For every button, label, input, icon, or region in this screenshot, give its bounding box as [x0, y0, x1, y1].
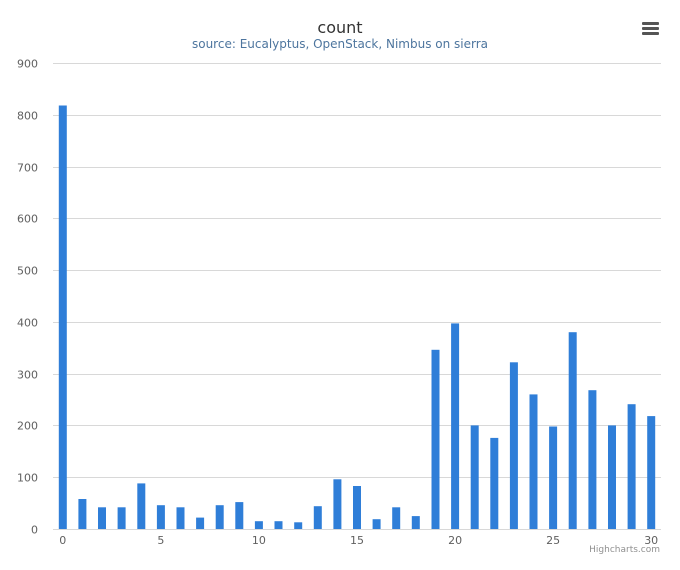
bar[interactable]	[372, 519, 381, 529]
chart-title: count	[317, 18, 362, 37]
grid-layer	[53, 63, 661, 530]
bar[interactable]	[176, 507, 185, 529]
x-tick-label: 0	[59, 534, 66, 547]
y-tick-label: 300	[17, 369, 38, 382]
bar[interactable]	[117, 507, 126, 529]
bar[interactable]	[549, 426, 558, 530]
bar[interactable]	[608, 425, 616, 529]
bar[interactable]	[98, 507, 106, 529]
bar[interactable]	[254, 521, 263, 529]
bar[interactable]	[529, 394, 538, 529]
x-tick-label: 5	[157, 534, 164, 547]
x-axis-ticks: 0 5 10 15 20 25 30	[59, 534, 658, 547]
bar[interactable]	[490, 437, 499, 529]
y-tick-label: 500	[17, 265, 38, 278]
bar[interactable]	[215, 505, 224, 529]
y-axis-ticks: 0 100 200 300 400 500 600 700 800 900	[17, 58, 38, 537]
credits-link[interactable]: Highcharts.com	[589, 545, 660, 555]
y-tick-label: 700	[17, 162, 38, 175]
y-tick-label: 200	[17, 420, 38, 433]
bar[interactable]	[78, 499, 87, 529]
bar[interactable]	[294, 522, 303, 529]
x-tick-label: 15	[350, 534, 364, 547]
y-tick-label: 600	[17, 213, 38, 226]
bar[interactable]	[274, 521, 283, 529]
chart-subtitle: source: Eucalyptus, OpenStack, Nimbus on…	[192, 37, 488, 51]
bar[interactable]	[156, 505, 165, 529]
bar[interactable]	[627, 404, 636, 529]
x-tick-label: 10	[252, 534, 266, 547]
bar[interactable]	[588, 390, 597, 529]
bar[interactable]	[451, 323, 460, 529]
y-tick-label: 800	[17, 110, 38, 123]
bar[interactable]	[353, 486, 361, 529]
bar[interactable]	[333, 479, 342, 529]
y-tick-label: 900	[17, 58, 38, 71]
bar[interactable]	[392, 507, 401, 529]
bar[interactable]	[509, 362, 518, 529]
bar[interactable]	[137, 483, 146, 529]
bar[interactable]	[431, 349, 440, 529]
hamburger-menu-icon[interactable]	[642, 22, 659, 35]
y-tick-label: 0	[31, 524, 38, 537]
bar[interactable]	[196, 517, 205, 529]
bar[interactable]	[58, 105, 67, 530]
bar[interactable]	[470, 425, 479, 529]
x-tick-label: 20	[448, 534, 462, 547]
bar[interactable]	[568, 332, 577, 529]
x-tick-label: 25	[546, 534, 560, 547]
x-tick-label: 30	[644, 534, 658, 547]
y-tick-label: 100	[17, 472, 38, 485]
bar[interactable]	[411, 516, 420, 529]
bar[interactable]	[647, 416, 656, 529]
bar-layer	[58, 105, 656, 530]
bar[interactable]	[235, 502, 244, 529]
bar[interactable]	[313, 506, 322, 529]
y-tick-label: 400	[17, 317, 38, 330]
